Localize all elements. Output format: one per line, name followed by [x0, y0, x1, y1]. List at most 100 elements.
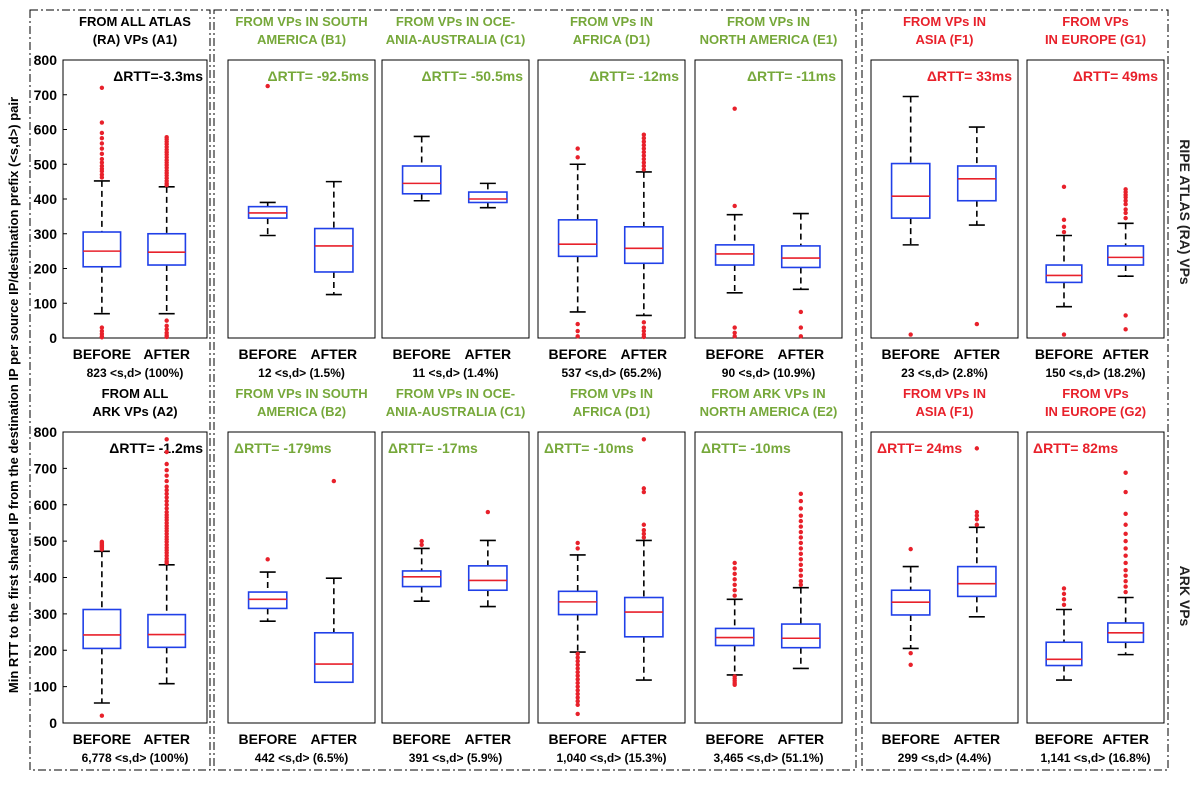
delta-rtt-label: ΔRTT= 49ms — [1073, 68, 1158, 84]
iqr-box — [467, 191, 508, 204]
outlier-point — [99, 135, 105, 141]
iqr-box — [147, 613, 187, 649]
plot-frame — [62, 431, 208, 724]
y-tick-label: 600 — [34, 122, 58, 138]
outlier-point — [575, 684, 580, 689]
outlier-point — [641, 522, 647, 527]
outlier-point — [575, 651, 580, 657]
plot-frame — [227, 59, 376, 339]
panel-title: FROM VPs IN — [903, 386, 986, 401]
y-tick-label: 400 — [34, 570, 58, 586]
pair-count-label: 1,040 <s,d> (15.3%) — [556, 751, 666, 765]
outlier-point — [99, 120, 105, 125]
outlier-point — [732, 588, 737, 593]
panel-title: FROM VPs IN SOUTH — [235, 14, 367, 29]
outlier-point — [908, 650, 913, 656]
pair-count-label: 6,778 <s,d> (100%) — [82, 751, 189, 765]
box-before — [401, 135, 442, 202]
outlier-point — [331, 478, 337, 484]
outlier-point — [798, 506, 804, 511]
panel-d1: FROM VPs IN AFRICA (D1) ΔRTT= -12ms BEFORE A… — [537, 14, 686, 380]
panel-title: ANIA-AUSTRALIA (C1) — [386, 32, 526, 47]
outlier-point — [575, 677, 580, 682]
outlier-point — [1123, 215, 1128, 221]
iqr-box — [623, 596, 664, 638]
box-after — [467, 509, 508, 608]
outlier-point — [641, 160, 647, 165]
outlier-point — [164, 318, 169, 323]
outlier-point — [798, 325, 804, 330]
panel-title: NORTH AMERICA (E1) — [700, 32, 838, 47]
iqr-box — [1107, 245, 1145, 266]
plot-frame — [1026, 59, 1165, 339]
outlier-point — [164, 334, 169, 340]
outlier-point — [798, 518, 804, 524]
outlier-point — [798, 578, 804, 584]
outlier-point — [641, 437, 647, 442]
y-tick-label: 400 — [34, 191, 58, 207]
outlier-point — [575, 711, 580, 717]
iqr-box — [82, 608, 122, 650]
outlier-point — [575, 655, 580, 660]
outlier-point — [1123, 538, 1128, 544]
outlier-point — [164, 498, 169, 504]
iqr-box — [82, 231, 122, 268]
x-tick-label: BEFORE — [549, 346, 607, 362]
outlier-point — [164, 323, 169, 329]
y-tick-label: 700 — [34, 460, 58, 476]
outlier-point — [732, 203, 737, 209]
outlier-point — [641, 163, 647, 169]
outlier-point — [641, 486, 647, 491]
delta-rtt-label: ΔRTT= -50.5ms — [422, 68, 524, 84]
outlier-point — [575, 695, 580, 700]
box-before — [714, 106, 755, 339]
outlier-point — [974, 522, 980, 527]
box-after — [1107, 470, 1145, 656]
box-before — [557, 146, 598, 339]
outlier-point — [798, 491, 804, 497]
panel-c1: FROM VPs IN OCE- ANIA-AUSTRALIA (C1) ΔRTT=… — [381, 14, 530, 380]
outlier-point — [641, 146, 647, 151]
box-before — [1045, 184, 1083, 337]
iqr-box — [780, 245, 821, 269]
outlier-point — [164, 461, 169, 467]
outlier-point — [1123, 313, 1128, 318]
box-before — [890, 546, 931, 667]
outlier-point — [485, 509, 491, 515]
x-tick-label: BEFORE — [882, 731, 940, 747]
outlier-point — [164, 484, 169, 489]
y-tick-label: 300 — [34, 606, 58, 622]
outlier-point — [1123, 553, 1128, 558]
outlier-point — [641, 489, 647, 495]
outlier-point — [575, 321, 580, 327]
outlier-point — [265, 83, 270, 89]
iqr-box — [714, 244, 755, 266]
outlier-point — [99, 146, 105, 151]
outlier-point — [1061, 602, 1067, 607]
panel-d2: FROM VPs IN AFRICA (D1) ΔRTT= -10ms BEFORE A… — [537, 386, 686, 765]
panel-f1: FROM VPs IN ASIA (F1) ΔRTT= 33ms BEFORE AFTE… — [870, 14, 1019, 380]
plot-frame — [1026, 431, 1165, 724]
panel-title: ANIA-AUSTRALIA (C1) — [386, 404, 526, 419]
x-tick-label: BEFORE — [1035, 346, 1093, 362]
panel-title: FROM VPs — [1062, 386, 1128, 401]
outlier-point — [798, 334, 804, 339]
outlier-point — [164, 182, 169, 188]
outlier-point — [974, 513, 980, 518]
y-tick-label: 600 — [34, 497, 58, 513]
outlier-point — [641, 132, 647, 137]
x-tick-label: AFTER — [778, 731, 825, 747]
panel-title: FROM VPs IN — [570, 14, 653, 29]
outlier-point — [974, 446, 980, 451]
outlier-point — [419, 538, 424, 544]
pair-count-label: 11 <s,d> (1.4%) — [412, 366, 498, 380]
outlier-point — [164, 437, 169, 442]
pair-count-label: 3,465 <s,d> (51.1%) — [713, 751, 823, 765]
box-after — [313, 478, 354, 684]
outlier-point — [164, 502, 169, 507]
outlier-point — [641, 139, 647, 144]
outlier-point — [798, 524, 804, 529]
box-after — [956, 126, 997, 327]
outlier-point — [99, 169, 105, 174]
outlier-point — [641, 142, 647, 148]
